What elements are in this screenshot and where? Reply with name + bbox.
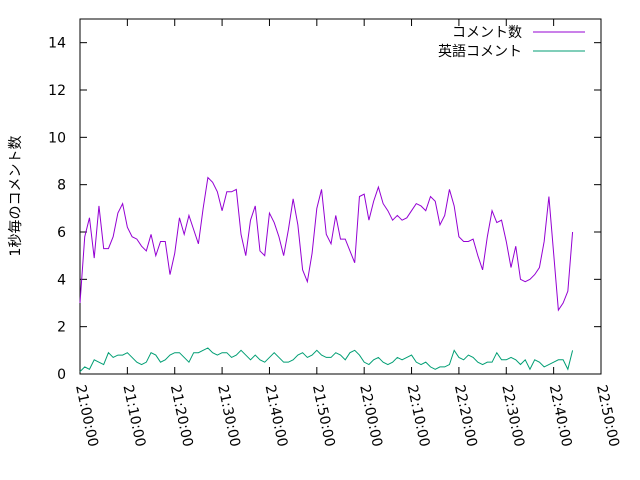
- legend-label: コメント数: [452, 25, 522, 41]
- x-tick-label: 22:20:00: [451, 384, 480, 449]
- x-tick-label: 22:00:00: [356, 384, 385, 449]
- x-tick-label: 21:20:00: [167, 384, 196, 449]
- y-axis-label: 1秒毎のコメント数: [8, 136, 24, 257]
- plot-frame: [79, 18, 602, 375]
- legend-label: 英語コメント: [438, 43, 522, 60]
- y-tick-label: 10: [48, 130, 66, 146]
- x-tick-label: 21:00:00: [72, 384, 101, 449]
- series-line: [79, 347, 574, 372]
- x-tick-label: 21:40:00: [262, 384, 291, 449]
- x-tick-label: 21:30:00: [214, 384, 243, 449]
- y-tick-label: 0: [57, 367, 66, 383]
- y-tick-label: 12: [48, 83, 66, 99]
- y-tick-label: 4: [57, 272, 66, 288]
- y-tick-label: 2: [57, 320, 66, 336]
- y-tick-label: 14: [48, 36, 66, 52]
- x-tick-label: 21:50:00: [309, 384, 338, 449]
- x-tick-label: 22:10:00: [404, 384, 433, 449]
- x-tick-label: 22:40:00: [546, 384, 575, 449]
- y-tick-label: 6: [57, 225, 66, 241]
- x-tick-label: 22:50:00: [593, 384, 622, 449]
- x-tick-label: 21:10:00: [119, 384, 148, 449]
- x-tick-label: 22:30:00: [498, 384, 527, 449]
- y-tick-label: 8: [57, 178, 66, 194]
- series-line: [79, 176, 574, 312]
